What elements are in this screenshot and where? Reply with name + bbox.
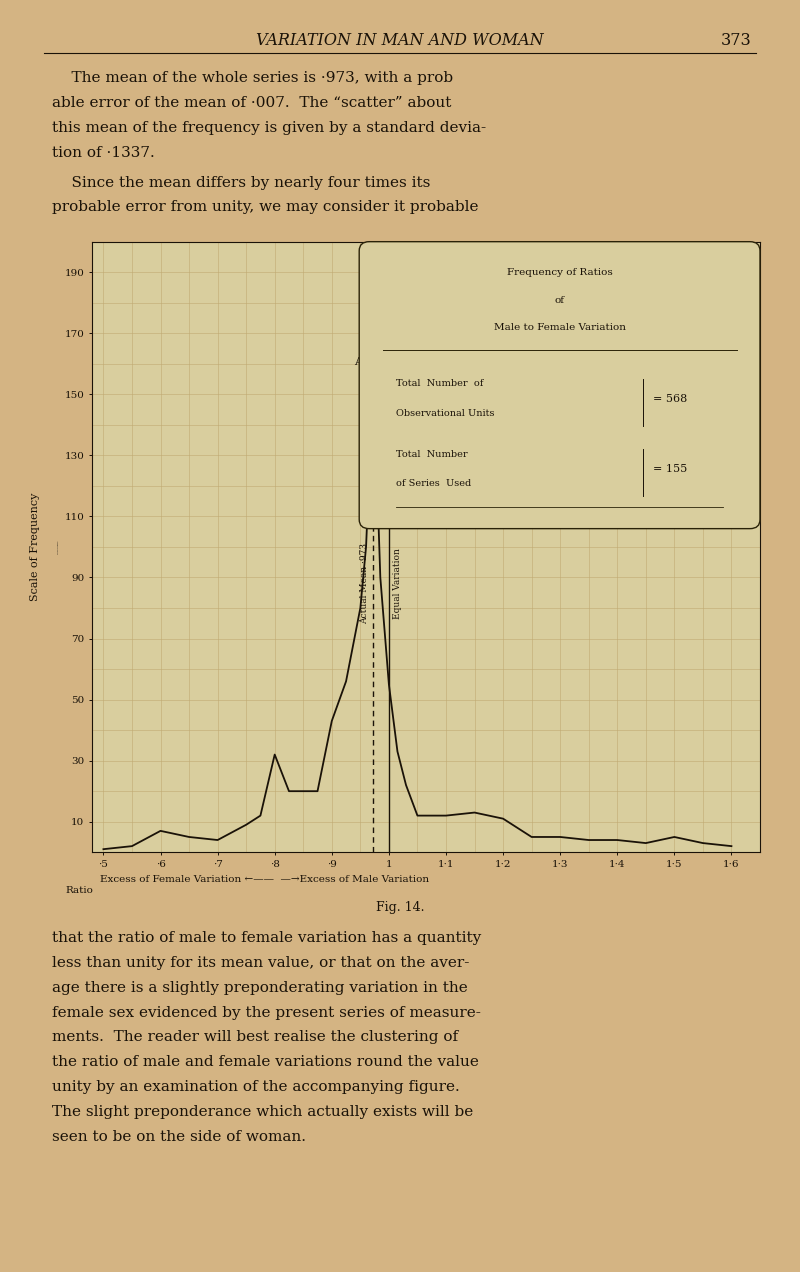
Text: Frequency of Ratios: Frequency of Ratios	[506, 268, 613, 277]
Text: Excess of Female Variation ←——  —→Excess of Male Variation: Excess of Female Variation ←—— —→Excess …	[100, 875, 429, 884]
Text: = 568: = 568	[653, 393, 687, 403]
Text: this mean of the frequency is given by a standard devia-: this mean of the frequency is given by a…	[52, 121, 486, 135]
Text: tion of ·1337.: tion of ·1337.	[52, 145, 154, 160]
Text: less than unity for its mean value, or that on the aver-: less than unity for its mean value, or t…	[52, 957, 470, 971]
Text: Fig. 14.: Fig. 14.	[376, 901, 424, 913]
Text: 373: 373	[722, 32, 752, 48]
Text: Male to Female Variation: Male to Female Variation	[494, 323, 626, 332]
Text: The mean of the whole series is ·973, with a prob: The mean of the whole series is ·973, wi…	[52, 71, 453, 85]
Text: Equal Variation: Equal Variation	[394, 548, 402, 619]
Text: unity by an examination of the accompanying figure.: unity by an examination of the accompany…	[52, 1080, 460, 1094]
Text: Total  Number  of: Total Number of	[396, 379, 483, 388]
Text: age there is a slightly preponderating variation in the: age there is a slightly preponderating v…	[52, 981, 468, 995]
Text: Ratio: Ratio	[66, 885, 93, 894]
Text: Actual Mean ·973: Actual Mean ·973	[360, 543, 369, 625]
Text: female sex evidenced by the present series of measure-: female sex evidenced by the present seri…	[52, 1005, 481, 1020]
Text: of: of	[554, 295, 565, 305]
Text: seen to be on the side of woman.: seen to be on the side of woman.	[52, 1130, 306, 1144]
Y-axis label: Scale of Frequency: Scale of Frequency	[58, 541, 59, 553]
Text: A: A	[354, 357, 362, 366]
Text: Scale of Frequency: Scale of Frequency	[30, 492, 40, 602]
Text: Total  Number: Total Number	[396, 449, 467, 459]
Text: probable error from unity, we may consider it probable: probable error from unity, we may consid…	[52, 200, 478, 215]
Text: the ratio of male and female variations round the value: the ratio of male and female variations …	[52, 1056, 479, 1070]
Text: The slight preponderance which actually exists will be: The slight preponderance which actually …	[52, 1104, 474, 1119]
Text: able error of the mean of ·007.  The “scatter” about: able error of the mean of ·007. The “sca…	[52, 97, 451, 111]
Text: = 155: = 155	[653, 464, 687, 474]
Text: ments.  The reader will best realise the clustering of: ments. The reader will best realise the …	[52, 1030, 458, 1044]
Text: Since the mean differs by nearly four times its: Since the mean differs by nearly four ti…	[52, 176, 430, 190]
Text: Observational Units: Observational Units	[396, 408, 494, 417]
Text: VARIATION IN MAN AND WOMAN: VARIATION IN MAN AND WOMAN	[256, 32, 544, 48]
Text: of Series  Used: of Series Used	[396, 478, 471, 488]
FancyBboxPatch shape	[359, 242, 760, 529]
Text: that the ratio of male to female variation has a quantity: that the ratio of male to female variati…	[52, 931, 482, 945]
